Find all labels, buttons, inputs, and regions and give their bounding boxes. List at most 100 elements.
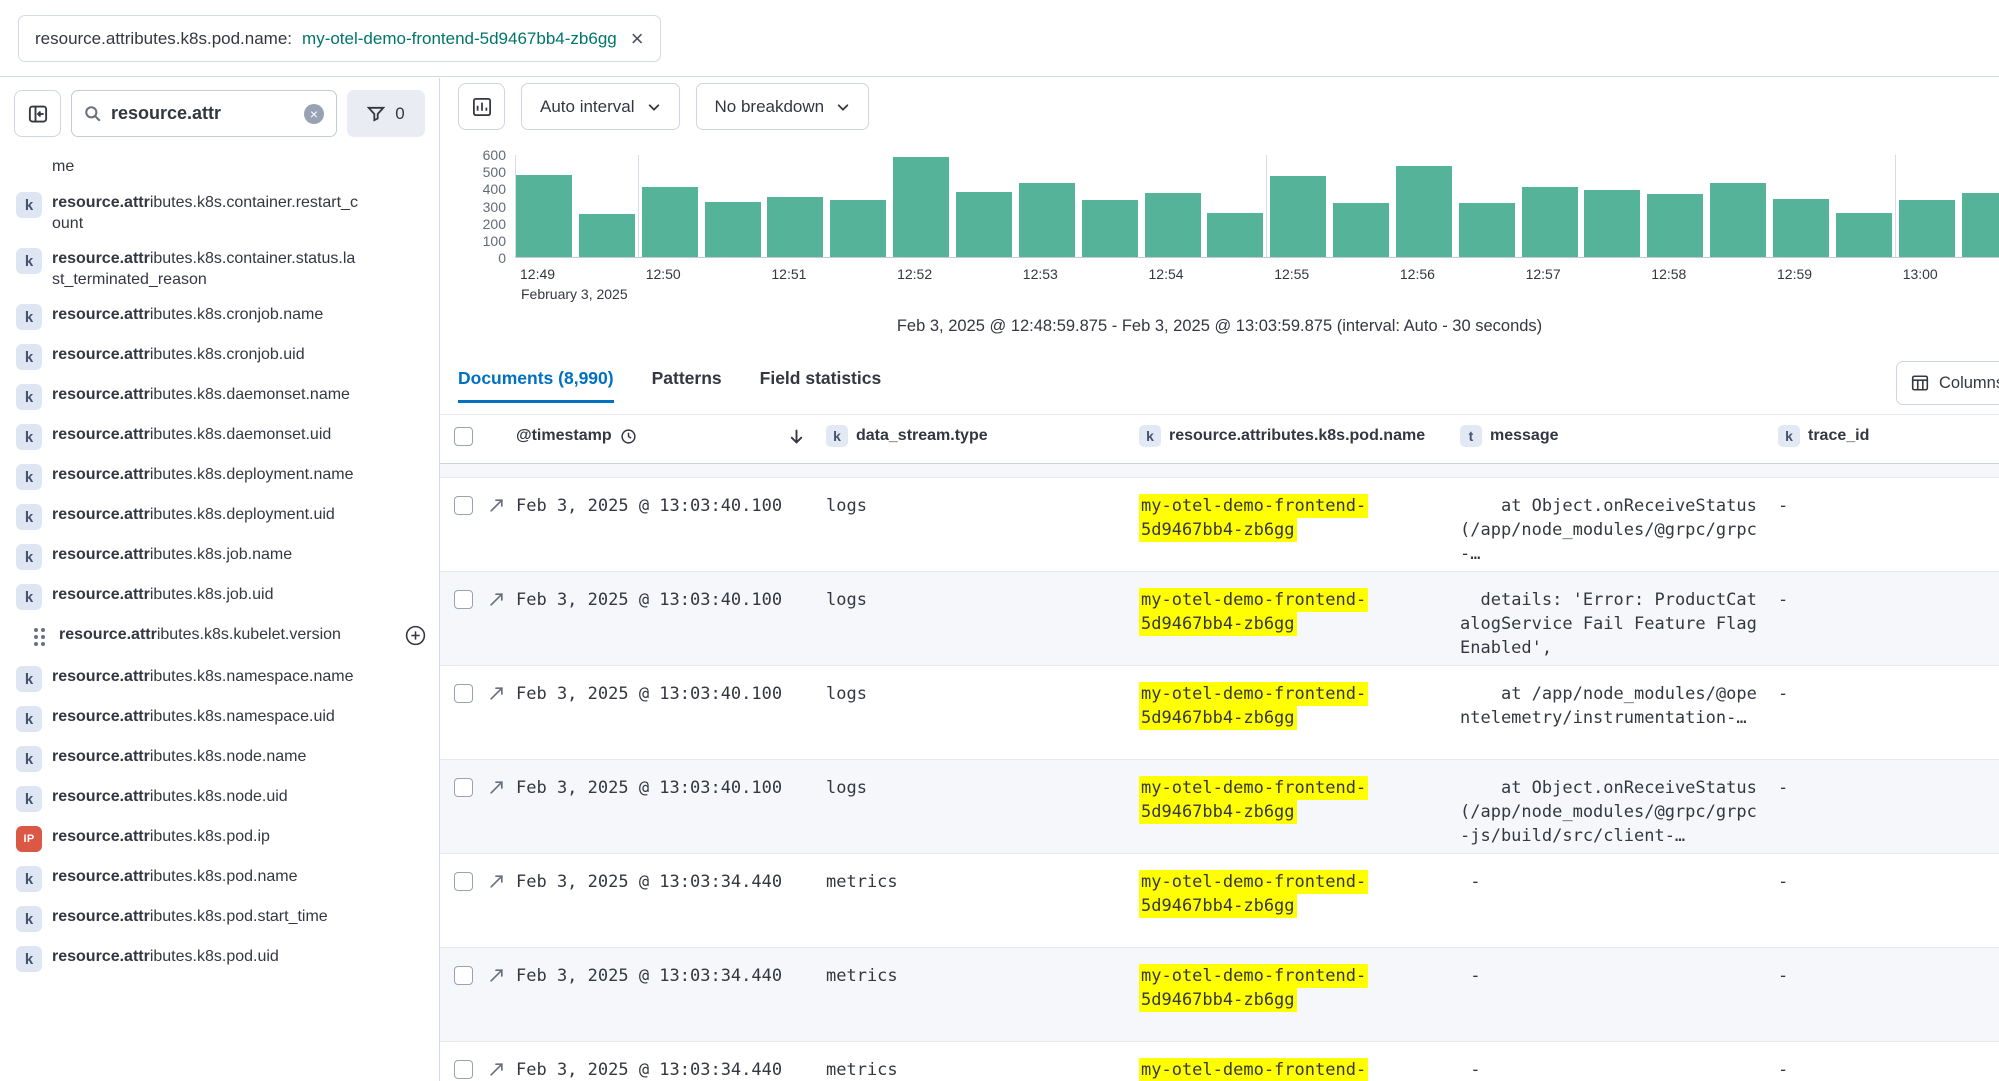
message-cell: - <box>1446 948 1766 1041</box>
histogram-bar[interactable] <box>578 214 635 257</box>
expand-row-button[interactable] <box>486 948 516 1041</box>
histogram-bar[interactable] <box>1584 190 1641 257</box>
field-list-item[interactable]: k resource.attributes.k8s.node.uid <box>0 779 439 819</box>
header-pod-name[interactable]: k resource.attributes.k8s.pod.name <box>1126 415 1446 447</box>
select-row-checkbox[interactable] <box>453 496 473 515</box>
field-list-item[interactable]: k resource.attributes.k8s.pod.name <box>0 859 439 899</box>
field-list-item[interactable]: k resource.attributes.k8s.pod.start_time <box>0 899 439 939</box>
histogram-bar[interactable] <box>516 175 572 257</box>
histogram-bar[interactable] <box>1898 200 1955 257</box>
histogram-bar[interactable] <box>1773 199 1829 257</box>
clear-search-icon[interactable]: × <box>304 103 324 124</box>
expand-row-button[interactable] <box>486 572 516 665</box>
header-message[interactable]: t message <box>1446 415 1766 447</box>
field-list-item[interactable]: k resource.attributes.k8s.daemonset.uid <box>0 417 439 457</box>
histogram-bar[interactable] <box>1018 183 1075 257</box>
histogram-bar[interactable] <box>955 192 1012 257</box>
field-list-item[interactable]: k resource.attributes.k8s.job.uid <box>0 577 439 617</box>
field-search-input[interactable]: resource.attr × <box>71 90 337 137</box>
histogram-bar[interactable] <box>1458 203 1515 257</box>
data-stream-type-cell: logs <box>826 778 867 798</box>
header-expand-cell <box>486 415 516 425</box>
select-row-checkbox[interactable] <box>453 872 473 891</box>
columns-button[interactable]: Columns <box>1896 361 1999 405</box>
histogram-bar[interactable] <box>641 187 698 257</box>
breakdown-dropdown[interactable]: No breakdown <box>695 83 870 130</box>
keyword-type-icon: k <box>16 464 42 490</box>
expand-row-button[interactable] <box>486 760 516 853</box>
field-list-item[interactable]: k resource.attributes.k8s.pod.uid <box>0 939 439 979</box>
histogram-bar[interactable] <box>1521 187 1578 257</box>
interval-dropdown[interactable]: Auto interval <box>521 83 680 130</box>
field-list-item[interactable]: k resource.attributes.k8s.container.statu… <box>0 241 439 297</box>
chart-icon <box>472 97 491 116</box>
filter-pill[interactable]: resource.attributes.k8s.pod.name: my-ote… <box>18 15 661 62</box>
field-list-item[interactable]: k resource.attributes.k8s.daemonset.name <box>0 377 439 417</box>
field-list-item[interactable]: resource.attributes.k8s.kubelet.version <box>0 617 439 659</box>
histogram-bar[interactable] <box>1333 203 1390 257</box>
x-axis: 12:49 12:50 12:51 12:52 12:53 12:54 12:55 12:56… <box>515 266 1999 286</box>
field-list-item[interactable]: k resource.attributes.k8s.deployment.uid <box>0 497 439 537</box>
highlighted-value: my-otel-demo-frontend-5d9467bb4-zb6gg <box>1139 964 1369 1012</box>
field-list-item[interactable]: k resource.attributes.k8s.cronjob.uid <box>0 337 439 377</box>
select-row-checkbox[interactable] <box>453 966 473 985</box>
histogram-bar[interactable] <box>1144 193 1201 257</box>
field-list-item[interactable]: k resource.attributes.k8s.cronjob.name <box>0 297 439 337</box>
remove-filter-icon[interactable]: × <box>630 25 644 51</box>
field-list-item[interactable]: IP resource.attributes.k8s.pod.ip <box>0 819 439 859</box>
histogram-bar[interactable] <box>1647 194 1704 257</box>
header-trace-id[interactable]: k trace_id <box>1766 415 1999 447</box>
tab-field-statistics[interactable]: Field statistics <box>759 368 882 388</box>
histogram-bar[interactable] <box>893 157 950 257</box>
histogram-bar[interactable] <box>1961 193 1999 257</box>
histogram-bar[interactable] <box>1710 183 1767 257</box>
field-name: resource.attributes.k8s.namespace.uid <box>52 708 335 725</box>
expand-row-button[interactable] <box>486 1042 516 1081</box>
histogram-bar[interactable] <box>1835 213 1892 257</box>
field-list-item[interactable]: k resource.attributes.k8s.namespace.name <box>0 659 439 699</box>
select-row-checkbox[interactable] <box>453 1060 473 1079</box>
field-list-item[interactable]: k resource.attributes.k8s.deployment.name <box>0 457 439 497</box>
message-value: - <box>1460 966 1481 986</box>
histogram-bar[interactable] <box>1207 213 1264 257</box>
tab-documents[interactable]: Documents (8,990) <box>458 368 614 403</box>
filter-by-type-button[interactable]: 0 <box>347 90 425 137</box>
keyword-type-icon: k <box>16 248 42 274</box>
collapse-sidebar-button[interactable] <box>14 90 61 137</box>
keyword-type-icon: k <box>16 384 42 410</box>
histogram-bar[interactable] <box>830 200 887 257</box>
field-list-item[interactable]: k resource.attributes.k8s.container.resta… <box>0 185 439 241</box>
pod-name-value: my-otel-demo-frontend-5d9467bb4-zb6gg <box>1139 870 1369 918</box>
x-axis-label: 12:58 <box>1651 266 1687 282</box>
field-list-item[interactable]: k resource.attributes.k8s.job.name <box>0 537 439 577</box>
pod-name-cell: my-otel-demo-frontend-5d9467bb4-zb6gg <box>1126 666 1446 759</box>
keyword-type-icon: k <box>16 584 42 610</box>
pod-name-value: my-otel-demo-frontend-5d9467bb4-zb6gg <box>1139 494 1369 542</box>
message-cell: - <box>1446 854 1766 947</box>
histogram-bar[interactable] <box>704 202 761 257</box>
field-list-item[interactable]: k resource.attributes.k8s.namespace.uid <box>0 699 439 739</box>
header-timestamp[interactable]: @timestamp <box>516 415 816 447</box>
select-row-checkbox[interactable] <box>453 684 473 703</box>
field-list-item[interactable]: k resource.attributes.k8s.node.name <box>0 739 439 779</box>
histogram-bar[interactable] <box>767 197 824 257</box>
tab-patterns[interactable]: Patterns <box>651 368 722 388</box>
histogram-bar[interactable] <box>1081 200 1138 257</box>
add-field-button[interactable] <box>404 624 427 652</box>
select-all-checkbox[interactable] <box>453 427 473 446</box>
drag-handle-icon[interactable] <box>34 628 45 646</box>
expand-row-button[interactable] <box>486 666 516 759</box>
expand-row-button[interactable] <box>486 854 516 947</box>
pod-name-cell: my-otel-demo-frontend-5d9467bb4-zb6gg <box>1126 854 1446 947</box>
histogram-bar[interactable] <box>1395 166 1452 257</box>
select-row-checkbox[interactable] <box>453 590 473 609</box>
select-row-checkbox[interactable] <box>453 778 473 797</box>
histogram-bar[interactable] <box>1270 176 1327 257</box>
expand-row-button[interactable] <box>486 478 516 571</box>
sort-descending-icon[interactable] <box>787 427 806 446</box>
fields-sidebar: resource.attr × 0 me k resource.attribute… <box>0 78 440 1081</box>
chart-options-button[interactable] <box>458 83 505 130</box>
header-data-stream-type[interactable]: k data_stream.type <box>816 415 1126 447</box>
expand-document-icon <box>490 593 503 606</box>
field-name: resource.attributes.k8s.deployment.name <box>52 466 354 483</box>
